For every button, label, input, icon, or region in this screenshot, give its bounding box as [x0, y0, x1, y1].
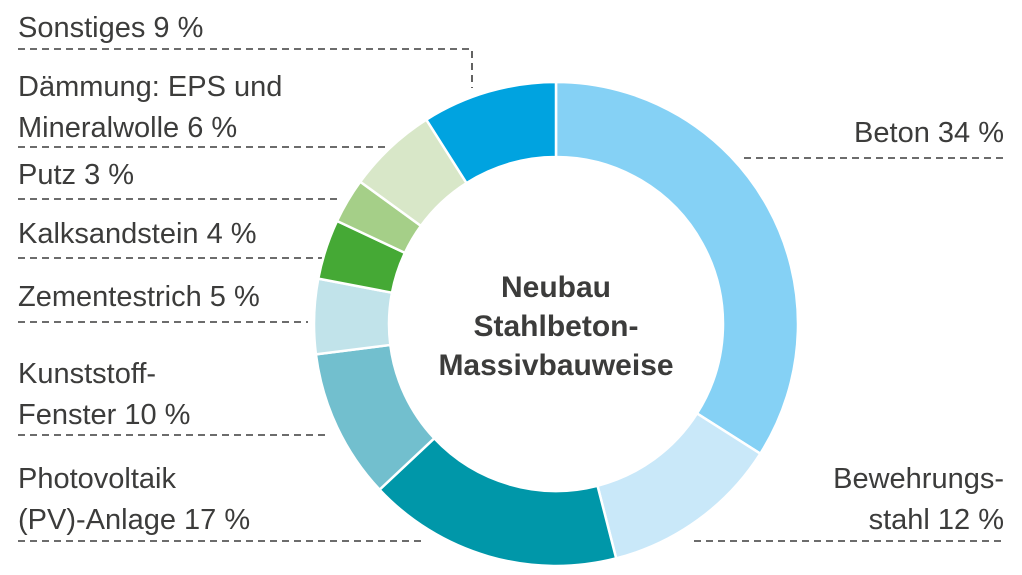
slice-label-text: Kunststoff-: [18, 358, 157, 390]
slice-label-text: stahl 12 %: [868, 504, 1004, 536]
slice-label-text: Dämmung: EPS und: [18, 71, 283, 103]
slice-label-text: Beton 34 %: [854, 117, 1004, 149]
label-fenster: Kunststoff- Fenster 10 %: [18, 354, 190, 436]
chart-title-line: Massivbauweise: [438, 349, 674, 382]
slice-beton: [554, 80, 800, 456]
slice-sonst: [424, 80, 558, 185]
slice-label-text: Putz 3 %: [18, 159, 135, 191]
label-zementestrich: Zementestrich 5 %: [18, 277, 260, 318]
label-photovoltaik: Photovoltaik (PV)-Anlage 17 %: [18, 459, 250, 541]
slice-label-text: Bewehrungs-: [833, 463, 1004, 495]
slice-label-text: Zementestrich 5 %: [18, 281, 260, 313]
chart-title-line: Stahlbeton-: [473, 310, 639, 343]
slice-label-text: Mineralwolle 6 %: [18, 112, 238, 144]
chart-title-line: Neubau: [500, 271, 611, 304]
slice-label-text: Kalksandstein 4 %: [18, 218, 257, 250]
label-kalksandstein: Kalksandstein 4 %: [18, 214, 257, 255]
slice-label-text: Photovoltaik: [18, 463, 176, 495]
leader-sonstiges: [18, 48, 473, 88]
chart-title: Neubau Stahlbeton- Massivbauweise: [396, 268, 716, 385]
donut-slices: [312, 80, 800, 568]
label-sonstiges: Sonstiges 9 %: [18, 8, 203, 49]
label-bewehrungsstahl: Bewehrungs- stahl 12 %: [833, 459, 1004, 541]
slice-label-text: Sonstiges 9 %: [18, 12, 204, 44]
leader-lines: [18, 48, 1004, 542]
slice-label-text: Fenster 10 %: [18, 399, 191, 431]
label-daemmung: Dämmung: EPS und Mineralwolle 6 %: [18, 67, 282, 149]
label-beton: Beton 34 %: [854, 113, 1004, 154]
label-putz: Putz 3 %: [18, 155, 134, 196]
slice-label-text: (PV)-Anlage 17 %: [18, 504, 251, 536]
